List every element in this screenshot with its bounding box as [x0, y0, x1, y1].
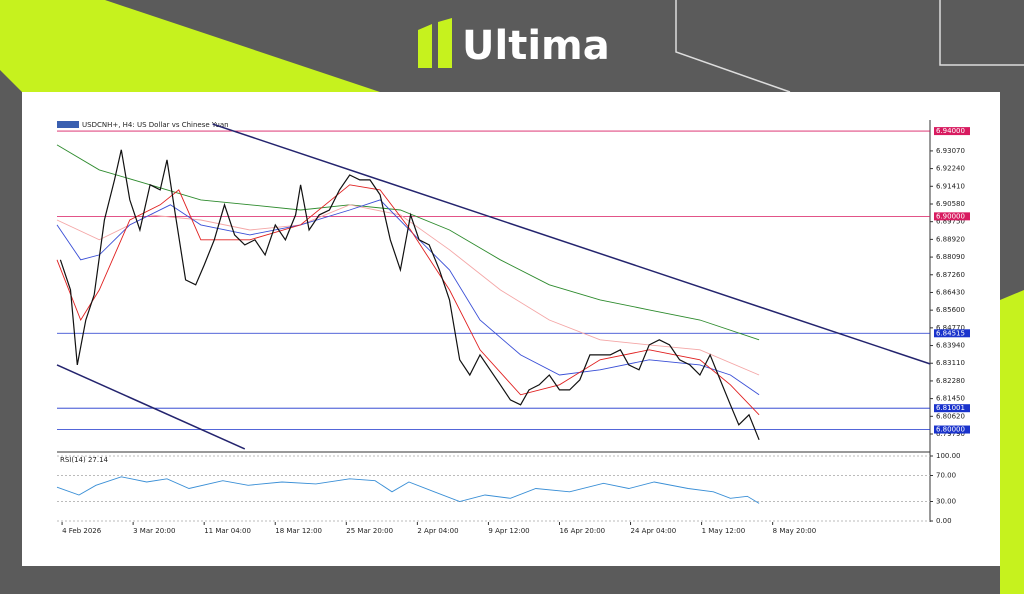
y-tick-label: 6.81450 — [936, 395, 965, 403]
y-tick-label: 6.80620 — [936, 412, 965, 420]
y-tick-label: 6.79790 — [936, 430, 965, 438]
level-tag — [934, 127, 970, 136]
y-tick-label: 6.85600 — [936, 306, 965, 314]
level-label: 6.84515 — [936, 329, 965, 337]
y-tick-label: 6.87260 — [936, 271, 965, 279]
level-label: 6.90000 — [936, 212, 965, 220]
series-line — [56, 144, 760, 341]
x-tick-label: 3 Mar 20:00 — [133, 527, 175, 535]
y-tick-label: 6.90580 — [936, 200, 965, 208]
y-tick-label: 6.88090 — [936, 253, 965, 261]
rsi-title: RSI(14) 27.14 — [60, 456, 109, 464]
x-tick-label: 18 Mar 12:00 — [275, 527, 322, 535]
level-label: 6.80000 — [936, 426, 965, 434]
logo-icon — [418, 24, 432, 68]
trend-line — [56, 364, 246, 450]
symbol-icon — [57, 121, 79, 128]
x-tick-label: 4 Feb 2026 — [62, 527, 102, 535]
x-tick-label: 24 Apr 04:00 — [631, 527, 677, 535]
x-tick-label: 1 May 12:00 — [702, 527, 746, 535]
series-line — [56, 204, 760, 376]
y-tick-label: 6.83940 — [936, 342, 965, 350]
y-tick-label: 6.92240 — [936, 165, 965, 173]
y-tick-label: 0.00 — [936, 517, 952, 525]
deco-line — [939, 0, 1024, 66]
level-tag — [934, 329, 970, 338]
chart-panel — [22, 92, 1000, 566]
y-tick-label: 6.82280 — [936, 377, 965, 385]
level-tag — [934, 425, 970, 434]
x-tick-label: 8 May 20:00 — [773, 527, 817, 535]
y-tick-label: 6.91410 — [936, 182, 965, 190]
y-tick-label: 6.89750 — [936, 218, 965, 226]
level-tag — [934, 404, 970, 413]
accent — [1000, 290, 1024, 594]
y-tick-label: 70.00 — [936, 472, 956, 480]
accent — [0, 0, 380, 92]
series-line — [56, 184, 760, 416]
brand: Ultima — [462, 23, 610, 69]
level-label: 6.94000 — [936, 127, 965, 135]
trend-line — [212, 123, 931, 365]
x-tick-label: 16 Apr 20:00 — [559, 527, 605, 535]
y-tick-label: 6.84770 — [936, 324, 965, 332]
series-line — [59, 149, 760, 441]
y-tick-label: 6.86430 — [936, 288, 965, 296]
chart-title: USDCNH+, H4: US Dollar vs Chinese Yuan — [82, 121, 229, 129]
y-tick-label: 30.00 — [936, 498, 956, 506]
y-tick-label: 100.00 — [936, 452, 961, 460]
level-label: 6.81001 — [936, 404, 965, 412]
y-tick-label: 6.83110 — [936, 359, 965, 367]
level-tag — [934, 212, 970, 221]
logo-icon — [438, 18, 452, 68]
deco-line — [675, 0, 791, 93]
series-line — [56, 476, 760, 504]
y-tick-label: 6.93070 — [936, 147, 965, 155]
x-tick-label: 2 Apr 04:00 — [417, 527, 458, 535]
x-tick-label: 9 Apr 12:00 — [488, 527, 529, 535]
y-tick-label: 6.88920 — [936, 235, 965, 243]
x-tick-label: 25 Mar 20:00 — [346, 527, 393, 535]
x-tick-label: 11 Mar 04:00 — [204, 527, 251, 535]
